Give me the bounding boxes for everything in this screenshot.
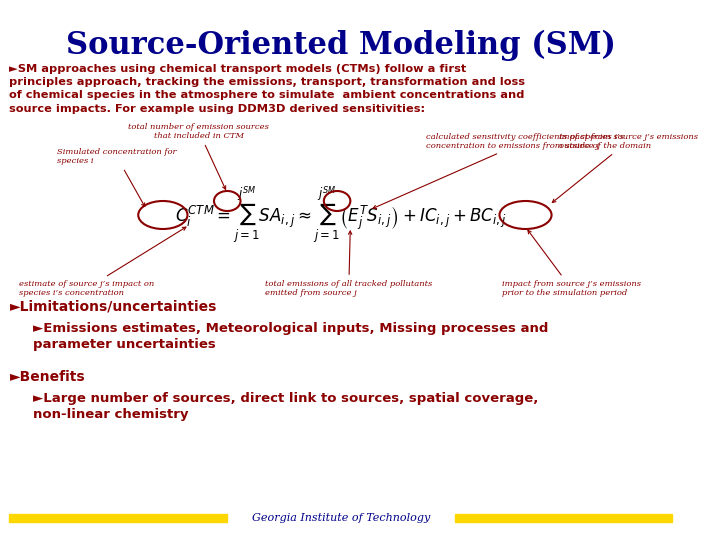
Text: ►Emissions estimates, Meteorological inputs, Missing processes and
parameter unc: ►Emissions estimates, Meteorological inp… <box>33 322 549 351</box>
Bar <box>454 514 672 522</box>
Text: total emissions of all tracked pollutants
emitted from source j: total emissions of all tracked pollutant… <box>265 231 433 297</box>
Text: Simulated concentration for
species i: Simulated concentration for species i <box>57 148 176 206</box>
Text: total number of emission sources
that included in CTM: total number of emission sources that in… <box>128 123 269 190</box>
Text: impact from source j’s emissions
prior to the simulation period: impact from source j’s emissions prior t… <box>502 230 641 297</box>
Text: estimate of source j’s impact on
species i’s concentration: estimate of source j’s impact on species… <box>19 227 186 297</box>
Text: Source-Oriented Modeling (SM): Source-Oriented Modeling (SM) <box>66 30 616 61</box>
Text: ►Benefits: ►Benefits <box>9 370 85 384</box>
Text: ►Large number of sources, direct link to sources, spatial coverage,
non-linear c: ►Large number of sources, direct link to… <box>33 392 539 421</box>
Text: ►SM approaches using chemical transport models (CTMs) follow a first
principles : ►SM approaches using chemical transport … <box>9 64 526 113</box>
Bar <box>9 514 228 522</box>
Text: Georgia Institute of Technology: Georgia Institute of Technology <box>252 513 430 523</box>
Text: impact from source j’s emissions
outside of the domain: impact from source j’s emissions outside… <box>552 133 698 202</box>
Text: ►Limitations/uncertainties: ►Limitations/uncertainties <box>9 300 217 314</box>
Text: $C_i^{CTM} = \sum_{j=1}^{j^{SM}} SA_{i,j} \approx \sum_{j=1}^{j^{SM}} \left(E_j^: $C_i^{CTM} = \sum_{j=1}^{j^{SM}} SA_{i,j… <box>175 184 507 246</box>
Text: calculated sensitivity coefficients of species i’s
concentration to emissions fr: calculated sensitivity coefficients of s… <box>373 133 624 208</box>
